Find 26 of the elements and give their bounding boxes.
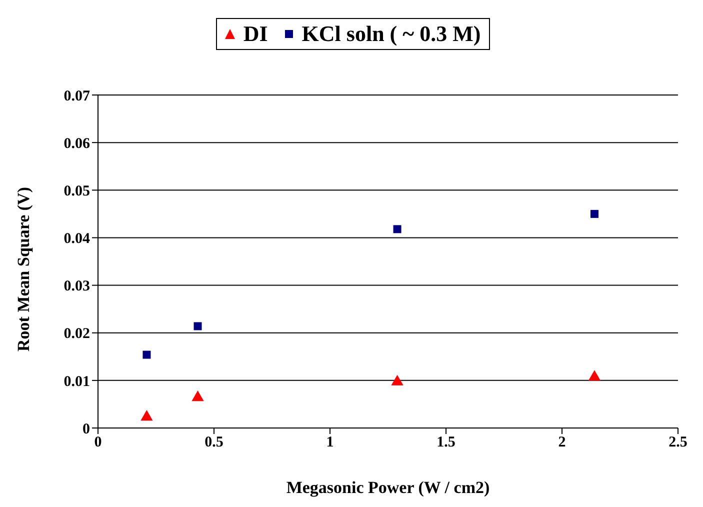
x-tick-label: 2: [558, 434, 566, 451]
y-tick-label: 0.01: [64, 374, 90, 390]
y-tick-label: 0: [82, 421, 90, 438]
y-tick-label: 0.02: [64, 326, 90, 342]
y-tick-label: 0.06: [64, 136, 90, 152]
y-tick-label: 0.03: [64, 278, 90, 295]
x-tick-label: 2.5: [668, 434, 688, 451]
y-axis-title: Root Mean Square (V): [14, 187, 34, 352]
x-tick-label: 1.5: [436, 434, 456, 451]
point: [393, 225, 402, 234]
legend-label: KCl soln ( ~ 0.3 M): [300, 21, 481, 47]
x-tick-label: 0.5: [204, 434, 224, 451]
x-tick-label: 1: [326, 434, 334, 451]
point: [192, 390, 204, 402]
legend-label: DI: [242, 21, 268, 47]
x-axis-title: Megasonic Power (W / cm2): [286, 478, 490, 497]
point: [194, 322, 202, 330]
point: [588, 370, 601, 381]
y-tick-label: 0.04: [64, 231, 90, 248]
y-tick-label: 0.07: [64, 88, 90, 104]
point: [391, 374, 404, 386]
point: [140, 410, 153, 421]
point: [142, 350, 151, 359]
y-tick-label: 0.05: [64, 183, 90, 200]
x-tick-label: 0: [94, 434, 102, 451]
point: [590, 210, 598, 218]
